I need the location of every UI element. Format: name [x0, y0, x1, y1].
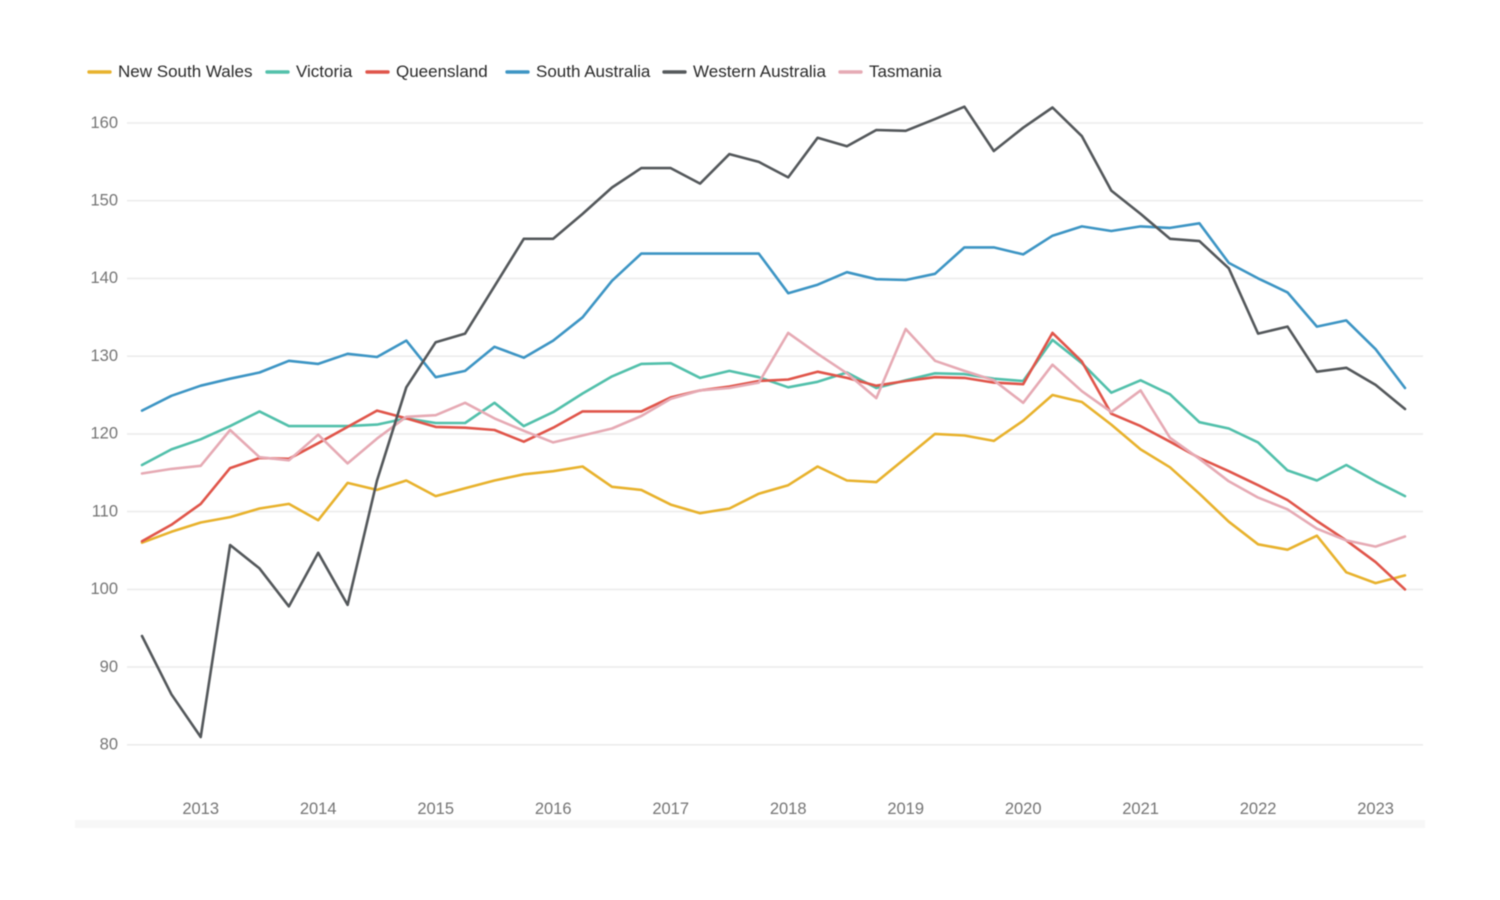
svg-text:2017: 2017 [652, 800, 689, 818]
svg-text:2015: 2015 [417, 800, 454, 818]
svg-text:110: 110 [92, 502, 118, 520]
svg-text:120: 120 [90, 425, 118, 443]
svg-text:140: 140 [90, 269, 118, 287]
svg-text:90: 90 [100, 658, 118, 676]
svg-text:100: 100 [90, 580, 118, 598]
svg-text:Victoria: Victoria [296, 62, 353, 81]
svg-text:South Australia: South Australia [536, 62, 651, 81]
svg-text:2018: 2018 [770, 800, 807, 818]
svg-text:150: 150 [90, 192, 118, 210]
svg-text:130: 130 [90, 347, 118, 365]
svg-text:2020: 2020 [1005, 800, 1042, 818]
svg-text:2014: 2014 [300, 800, 337, 818]
svg-text:Queensland: Queensland [396, 62, 488, 81]
svg-text:2013: 2013 [182, 800, 219, 818]
svg-text:80: 80 [100, 736, 118, 754]
svg-text:2022: 2022 [1240, 800, 1277, 818]
svg-text:Tasmania: Tasmania [869, 62, 942, 81]
svg-text:2019: 2019 [887, 800, 924, 818]
svg-text:2023: 2023 [1357, 800, 1394, 818]
svg-text:160: 160 [90, 114, 118, 132]
svg-text:New South Wales: New South Wales [118, 62, 252, 81]
svg-text:2021: 2021 [1122, 800, 1159, 818]
svg-text:Western Australia: Western Australia [693, 62, 826, 81]
svg-text:2016: 2016 [535, 800, 572, 818]
